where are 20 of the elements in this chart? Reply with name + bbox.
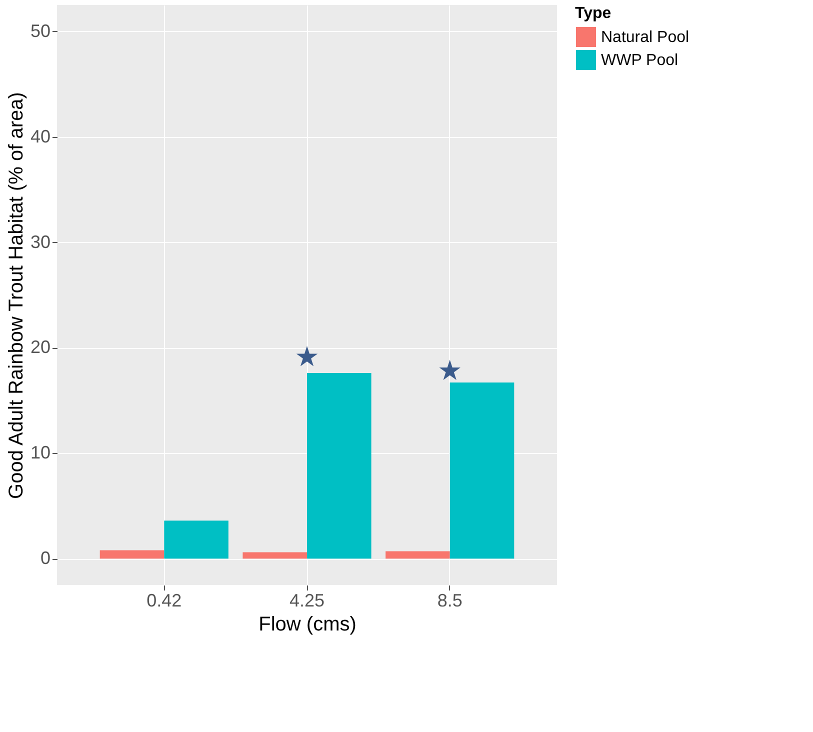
bar [450, 382, 514, 559]
y-tick-label: 10 [30, 442, 50, 463]
y-tick-label: 40 [30, 126, 50, 146]
y-tick-label: 20 [30, 337, 50, 358]
legend-label: WWP Pool [601, 52, 678, 69]
y-axis-title: Good Adult Rainbow Trout Habitat (% of area) [5, 92, 28, 499]
y-tick-label: 0 [40, 548, 50, 568]
bar [242, 552, 307, 559]
x-tick-label: 4.25 [289, 590, 325, 610]
legend-title: Type [575, 5, 612, 22]
x-tick-label: 0.42 [146, 590, 182, 610]
y-tick-label: 50 [30, 20, 50, 41]
legend-label: Natural Pool [601, 29, 690, 46]
x-axis-title: Flow (cms) [258, 614, 356, 636]
bar [386, 551, 450, 559]
bar [100, 550, 164, 559]
bar [164, 520, 228, 559]
x-tick-label: 8.5 [437, 590, 462, 610]
bar [307, 373, 372, 559]
y-tick-label: 30 [30, 232, 50, 252]
